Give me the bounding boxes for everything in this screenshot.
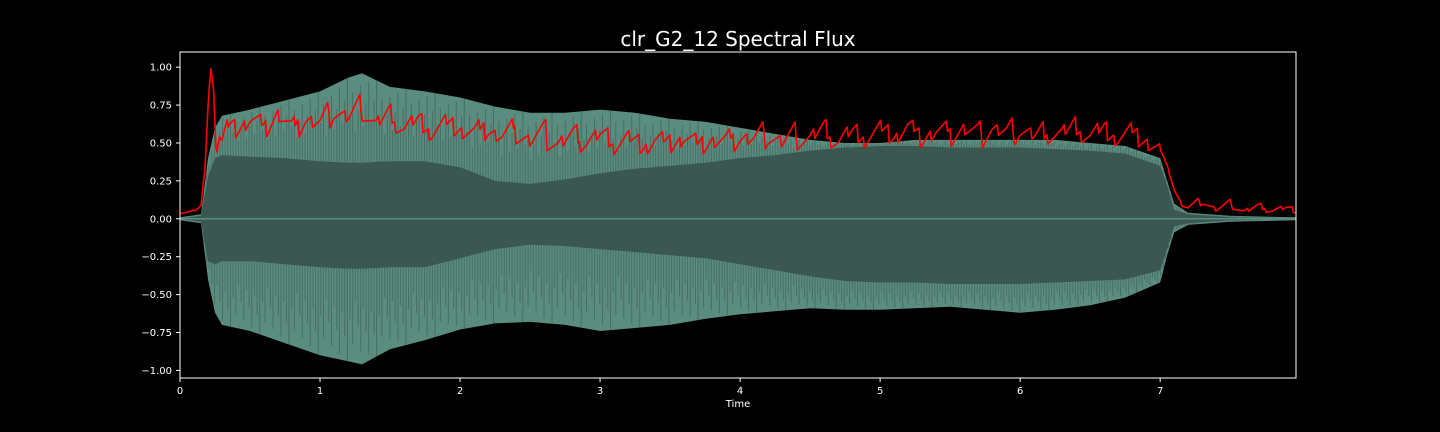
y-tick-label: 0.00 [150, 214, 172, 225]
x-axis-label: Time [725, 399, 750, 410]
x-tick-label: 1 [317, 386, 323, 397]
waveform-inner-core [180, 146, 1296, 284]
x-tick-label: 4 [737, 386, 743, 397]
chart-title: clr_G2_12 Spectral Flux [620, 27, 855, 51]
x-tick-label: 0 [177, 386, 183, 397]
y-tick-label: −0.75 [141, 328, 172, 339]
y-axis: 1.00 0.75 0.50 0.25 0.00 −0.25 −0.50 −0.75 −1.00 [141, 63, 180, 377]
y-tick-label: 0.25 [150, 176, 172, 187]
y-tick-label: 0.50 [150, 138, 172, 149]
x-tick-label: 6 [1017, 386, 1023, 397]
plot-frame [179, 51, 1297, 379]
x-tick-label: 7 [1157, 386, 1163, 397]
plot-area [179, 67, 1297, 365]
x-tick-label: 5 [877, 386, 883, 397]
x-tick-label: 3 [597, 386, 603, 397]
x-tick-label: 2 [457, 386, 463, 397]
y-tick-label: −0.25 [141, 252, 172, 263]
spectral-flux-line [179, 67, 1297, 215]
y-tick-label: −1.00 [141, 366, 172, 377]
y-tick-label: −0.50 [141, 290, 172, 301]
y-tick-label: 1.00 [150, 63, 172, 74]
waveform-texture [179, 78, 1297, 362]
y-tick-label: 0.75 [150, 101, 172, 112]
x-axis: 0 1 2 3 4 5 6 7 [177, 378, 1163, 397]
